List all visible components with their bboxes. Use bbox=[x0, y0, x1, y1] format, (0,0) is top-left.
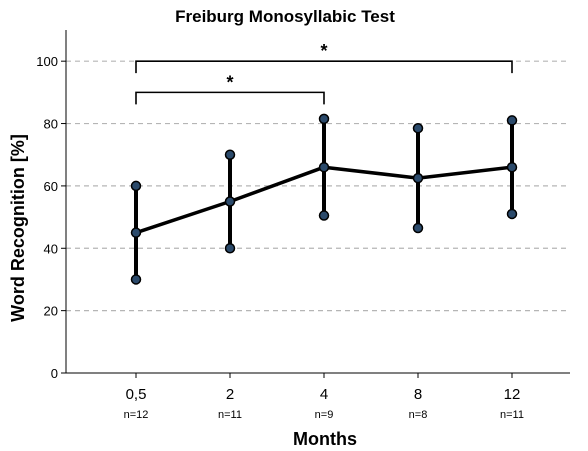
y-tick-label-60: 60 bbox=[44, 179, 58, 194]
error-cap-high-4 bbox=[506, 115, 518, 126]
data-point-2 bbox=[318, 161, 330, 173]
axes bbox=[65, 30, 570, 374]
significance-star-1: * bbox=[320, 41, 327, 61]
y-tick-label-20: 20 bbox=[44, 304, 58, 319]
error-cap-low-1 bbox=[224, 243, 236, 254]
y-axis-ticks: 0 20 40 60 80 100 bbox=[36, 54, 66, 381]
error-cap-high-0 bbox=[130, 180, 142, 192]
error-bars bbox=[130, 113, 518, 285]
sample-size-label-2: n=9 bbox=[315, 409, 334, 421]
data-point-4 bbox=[506, 161, 518, 173]
error-cap-high-1 bbox=[224, 149, 236, 160]
error-cap-low-2 bbox=[318, 210, 330, 221]
chart-title: Freiburg Monosyllabic Test bbox=[175, 7, 395, 26]
error-cap-low-4 bbox=[506, 208, 518, 220]
data-point-1 bbox=[224, 196, 236, 207]
x-tick-label-3: 8 bbox=[414, 386, 422, 403]
x-tick-label-1: 2 bbox=[226, 386, 234, 403]
gridlines bbox=[66, 60, 570, 312]
error-cap-low-3 bbox=[412, 222, 424, 234]
series bbox=[130, 161, 518, 238]
significance-star-0: * bbox=[226, 72, 233, 92]
x-tick-label-2: 4 bbox=[320, 386, 328, 403]
error-cap-high-2 bbox=[318, 113, 330, 125]
y-tick-label-40: 40 bbox=[44, 241, 58, 256]
sample-size-label-1: n=11 bbox=[218, 409, 242, 421]
error-cap-high-3 bbox=[412, 122, 424, 134]
error-cap-low-0 bbox=[130, 274, 142, 285]
y-tick-label-100: 100 bbox=[36, 54, 58, 69]
y-tick-label-0: 0 bbox=[51, 366, 58, 381]
sample-size-label-0: n=12 bbox=[124, 409, 149, 421]
y-axis-label: Word Recognition [%] bbox=[8, 134, 28, 322]
significance-brackets: ** bbox=[135, 41, 513, 105]
significance-bracket-0 bbox=[135, 91, 325, 105]
x-tick-label-0: 0,5 bbox=[126, 386, 147, 403]
sample-size-label-3: n=8 bbox=[409, 409, 428, 421]
y-tick-label-80: 80 bbox=[44, 117, 58, 132]
significance-bracket-1 bbox=[135, 60, 513, 74]
sample-size-label-4: n=11 bbox=[500, 409, 524, 421]
x-axis-ticks: 0,5 n=12 2 n=11 4 n=9 8 n=8 12 n=11 bbox=[124, 373, 524, 421]
x-axis-label: Months bbox=[293, 429, 357, 449]
data-point-0 bbox=[130, 227, 142, 238]
x-tick-label-4: 12 bbox=[504, 386, 521, 403]
data-point-3 bbox=[412, 172, 424, 184]
